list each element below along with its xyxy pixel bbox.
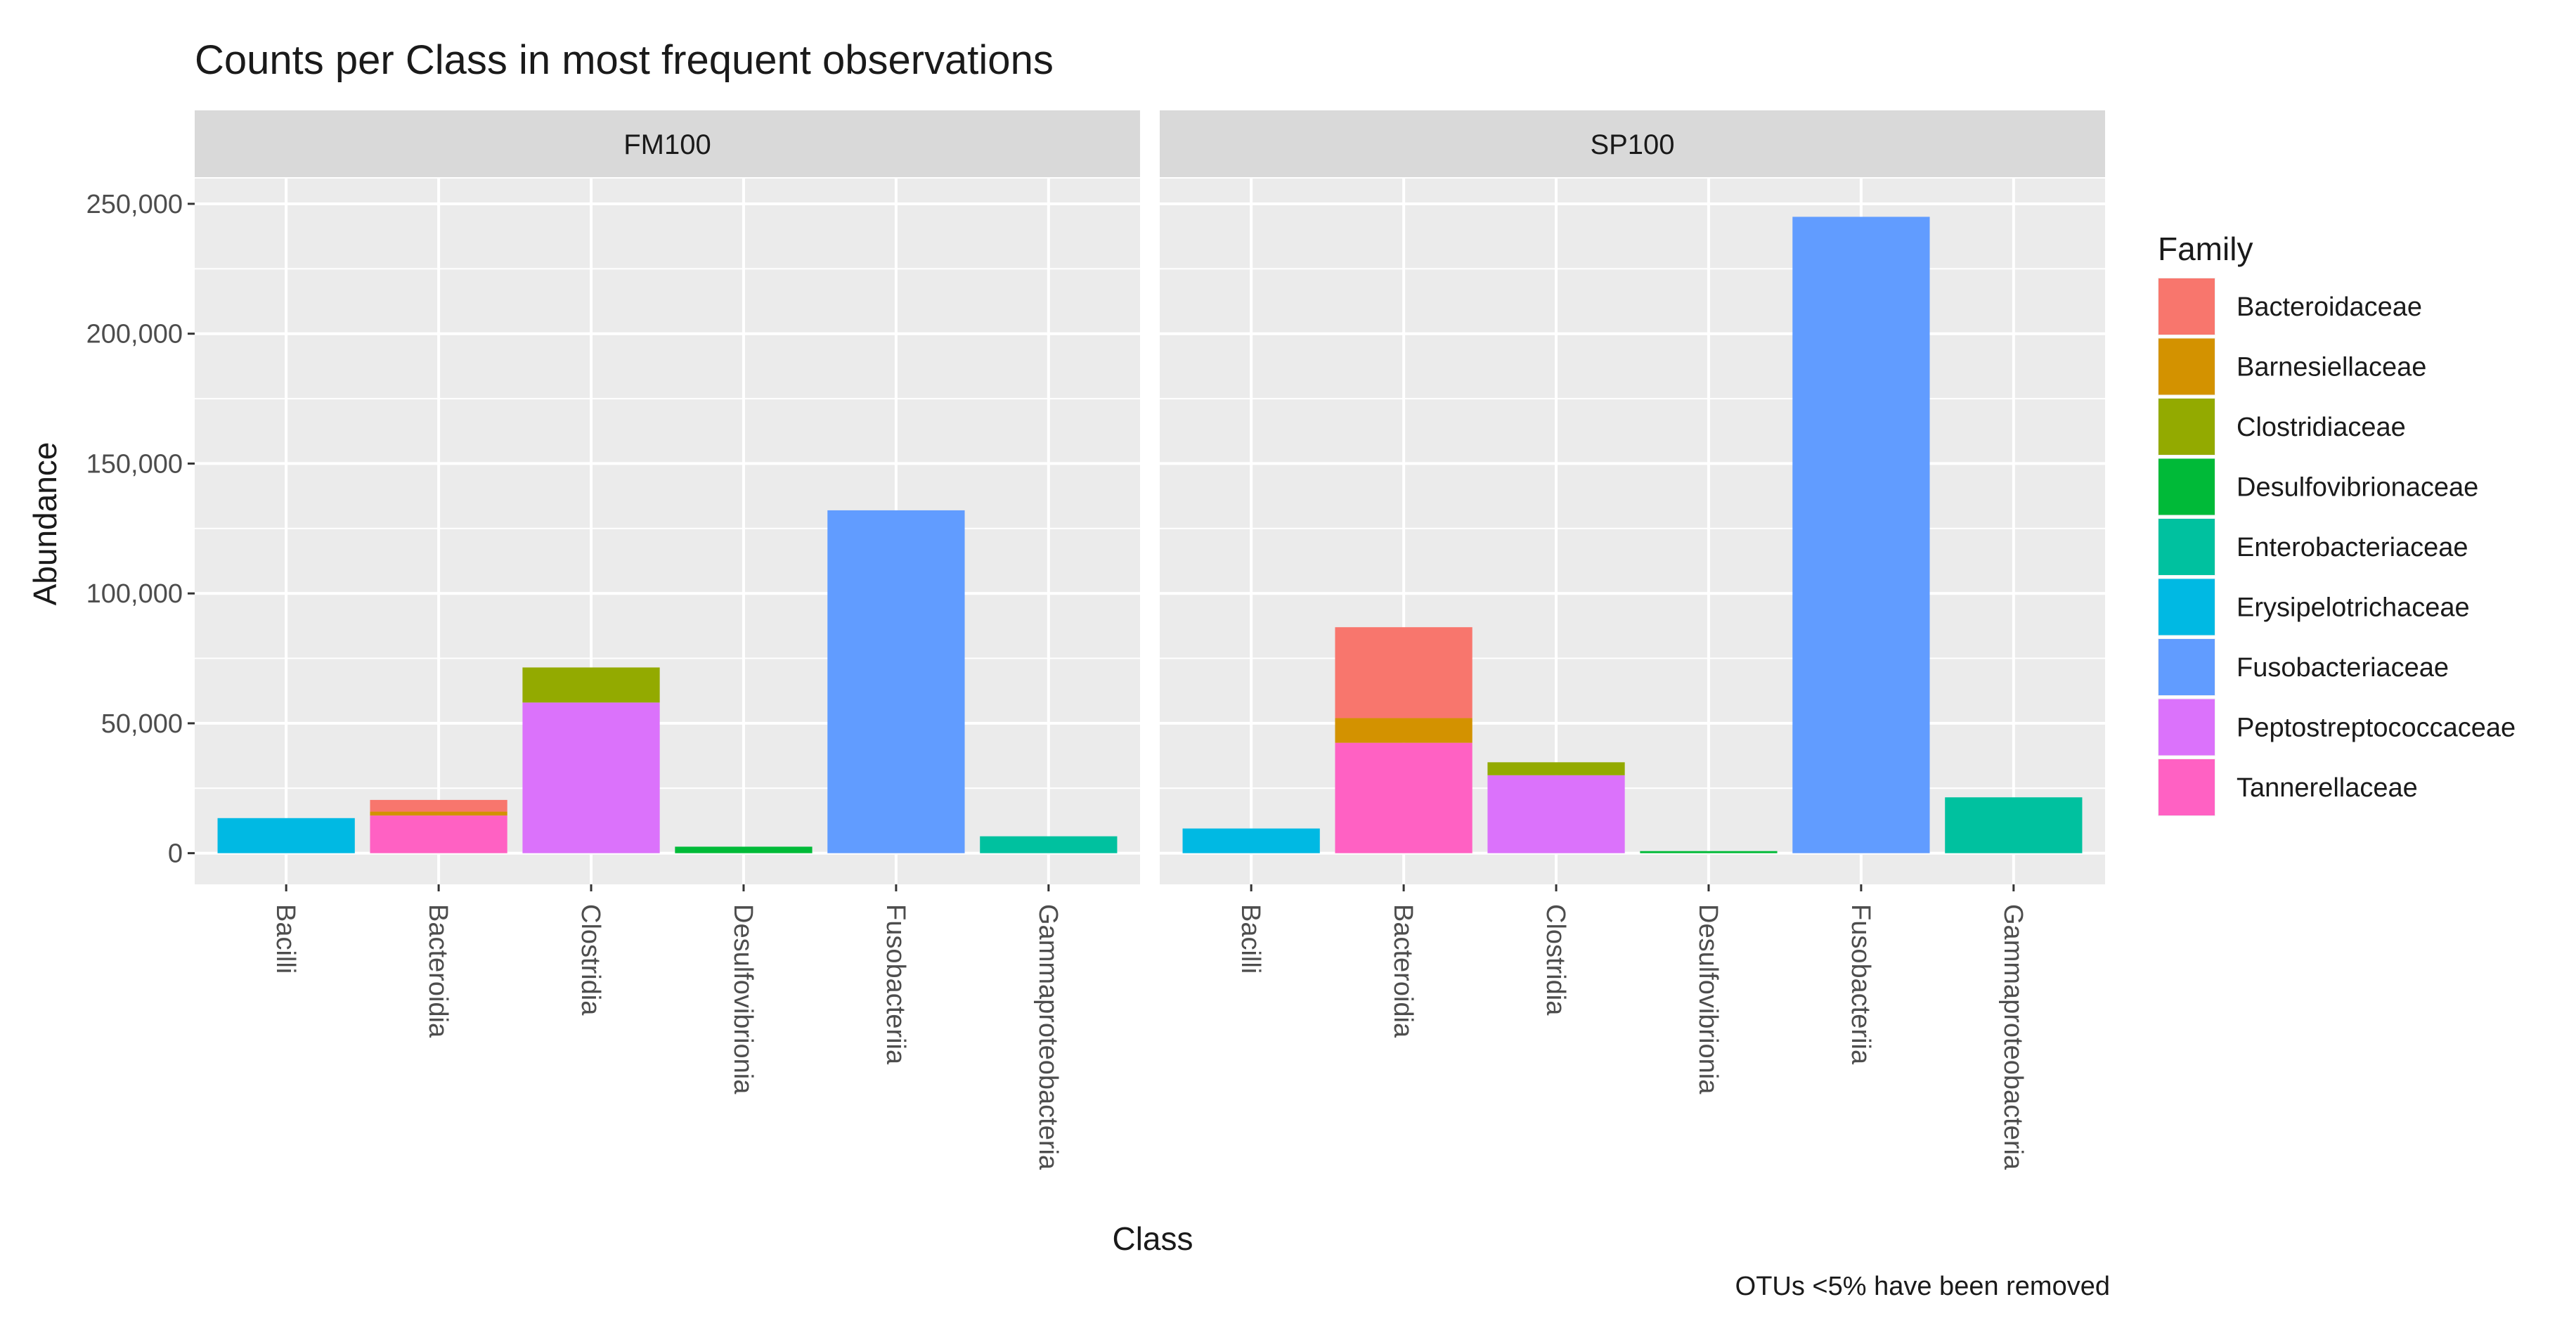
bar-fm100-bacteroidia-barnesiellaceae <box>370 811 507 816</box>
legend-swatch-barnesiellaceae <box>2158 338 2215 395</box>
y-tick-label: 250,000 <box>86 190 183 219</box>
x-tick-label-fm100-desulfovibrionia: Desulfovibrionia <box>728 904 758 1095</box>
legend-label-bacteroidaceae: Bacteroidaceae <box>2237 292 2422 322</box>
legend-swatch-desulfovibrionaceae <box>2158 458 2215 515</box>
x-axis-label: Class <box>1112 1220 1193 1257</box>
legend-label-erysipelotrichaceae: Erysipelotrichaceae <box>2237 593 2470 623</box>
bar-sp100-fusobacteriia-fusobacteriaceae <box>1792 217 1930 853</box>
x-tick-label-sp100-desulfovibrionia: Desulfovibrionia <box>1693 904 1723 1095</box>
bar-sp100-bacteroidia-tannerellaceae <box>1335 742 1473 853</box>
y-tick-label: 100,000 <box>86 579 183 609</box>
y-tick-label: 50,000 <box>101 709 183 739</box>
panel-background-sp100 <box>1160 178 2105 884</box>
x-tick-label-sp100-bacteroidia: Bacteroidia <box>1388 904 1418 1038</box>
facet-panels: FM100 Bacilli Bacteroidia Clostridia Desulfo… <box>195 110 2105 1170</box>
facet-fm100: FM100 Bacilli Bacteroidia Clostridia Desulfo… <box>195 110 1140 1170</box>
y-tick-label: 200,000 <box>86 320 183 349</box>
y-tick-label: 0 <box>168 839 183 869</box>
bar-sp100-bacteroidia-barnesiellaceae <box>1335 718 1473 743</box>
x-tick-label-fm100-fusobacteriia: Fusobacteriia <box>881 904 910 1065</box>
chart-caption: OTUs <5% have been removed <box>1735 1272 2110 1301</box>
bar-fm100-bacteroidia-bacteroidaceae <box>370 799 507 812</box>
legend-label-fusobacteriaceae: Fusobacteriaceae <box>2237 653 2449 683</box>
x-tick-label-fm100-bacteroidia: Bacteroidia <box>423 904 453 1038</box>
bar-sp100-bacteroidia-bacteroidaceae <box>1335 627 1473 718</box>
x-tick-label-fm100-clostridia: Clostridia <box>576 904 605 1016</box>
legend: Family Bacteroidaceae Barnesiellaceae Clost… <box>2158 231 2516 816</box>
legend-swatch-fusobacteriaceae <box>2158 639 2215 695</box>
legend-swatch-bacteroidaceae <box>2158 278 2215 335</box>
legend-label-tannerellaceae: Tannerellaceae <box>2237 773 2418 803</box>
bar-fm100-clostridia-clostridiaceae <box>522 667 660 703</box>
legend-swatch-peptostreptococcaceae <box>2158 699 2215 756</box>
bar-sp100-desulfovibrionia-desulfovibrionaceae <box>1640 851 1778 853</box>
bar-fm100-fusobacteriia-fusobacteriaceae <box>827 510 965 853</box>
facet-label-fm100: FM100 <box>623 129 711 160</box>
y-tick-label: 150,000 <box>86 449 183 479</box>
legend-swatch-erysipelotrichaceae <box>2158 579 2215 635</box>
bar-fm100-bacteroidia-tannerellaceae <box>370 815 507 853</box>
legend-label-peptostreptococcaceae: Peptostreptococcaceae <box>2237 714 2516 743</box>
legend-label-desulfovibrionaceae: Desulfovibrionaceae <box>2237 473 2478 503</box>
bar-sp100-clostridia-clostridiaceae <box>1487 762 1625 775</box>
x-tick-label-sp100-clostridia: Clostridia <box>1541 904 1570 1016</box>
legend-label-clostridiaceae: Clostridiaceae <box>2237 413 2406 442</box>
facet-strip-fm100 <box>195 110 1140 178</box>
y-axis: 0 50,000 100,000 150,000 200,000 250,000 <box>86 190 195 869</box>
x-tick-label-sp100-fusobacteriia: Fusobacteriia <box>1846 904 1875 1065</box>
bar-sp100-gammaproteobacteria-enterobacteriaceae <box>1945 797 2083 853</box>
bar-fm100-desulfovibrionia-desulfovibrionaceae <box>675 846 813 853</box>
y-axis-label: Abundance <box>27 442 63 606</box>
x-tick-label-sp100-bacilli: Bacilli <box>1236 904 1265 974</box>
bar-fm100-bacilli-erysipelotrichaceae <box>217 818 355 853</box>
legend-swatch-clostridiaceae <box>2158 399 2215 455</box>
bar-sp100-bacilli-erysipelotrichaceae <box>1182 828 1320 853</box>
facet-label-sp100: SP100 <box>1590 129 1674 160</box>
legend-title: Family <box>2158 231 2253 267</box>
x-tick-label-fm100-bacilli: Bacilli <box>271 904 300 974</box>
bar-sp100-clostridia-peptostreptococcaceae <box>1487 775 1625 853</box>
panel-background-fm100 <box>195 178 1140 884</box>
legend-label-enterobacteriaceae: Enterobacteriaceae <box>2237 533 2468 562</box>
x-tick-label-sp100-gammaproteobacteria: Gammaproteobacteria <box>1998 904 2028 1170</box>
legend-swatch-enterobacteriaceae <box>2158 519 2215 575</box>
bar-fm100-clostridia-peptostreptococcaceae <box>522 702 660 853</box>
x-tick-label-fm100-gammaproteobacteria: Gammaproteobacteria <box>1033 904 1063 1170</box>
facet-sp100: SP100 Bacilli Bacteroidia Clostridia Desulfo… <box>1160 110 2105 1170</box>
legend-swatch-tannerellaceae <box>2158 759 2215 815</box>
chart-title: Counts per Class in most frequent observ… <box>195 37 1054 83</box>
bar-fm100-gammaproteobacteria-enterobacteriaceae <box>980 836 1118 853</box>
legend-label-barnesiellaceae: Barnesiellaceae <box>2237 353 2426 382</box>
facet-strip-sp100 <box>1160 110 2105 178</box>
